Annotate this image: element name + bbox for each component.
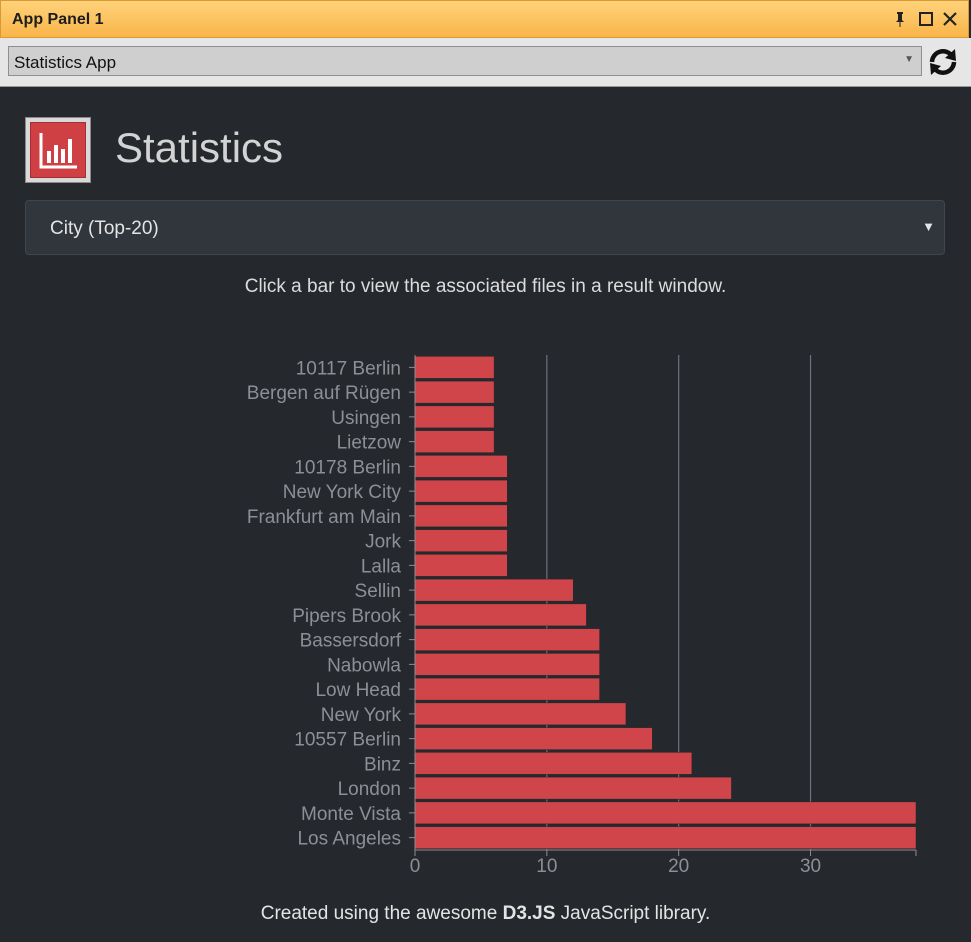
bar-8[interactable] <box>414 554 508 577</box>
bar-9[interactable] <box>414 578 574 602</box>
refresh-icon[interactable] <box>926 46 960 78</box>
close-icon[interactable] <box>941 10 959 28</box>
maximize-icon[interactable] <box>917 10 935 28</box>
y-tick-label-15: 10557 Berlin <box>294 730 401 751</box>
y-tick-label-12: Nabowla <box>327 655 401 676</box>
y-tick-label-7: Jork <box>365 532 401 553</box>
y-tick-label-10: Pipers Brook <box>292 606 401 627</box>
bar-13[interactable] <box>414 677 600 701</box>
bar-2[interactable] <box>414 405 495 429</box>
bar-0[interactable] <box>414 356 495 379</box>
bar-11[interactable] <box>414 628 600 651</box>
category-select-value: City (Top-20) <box>50 218 159 239</box>
pin-icon[interactable] <box>891 10 909 28</box>
bar-18[interactable] <box>414 801 917 825</box>
y-tick-label-18: Monte Vista <box>301 804 401 825</box>
y-tick-label-2: Usingen <box>331 408 401 429</box>
window-title: App Panel 1 <box>12 11 104 28</box>
bar-15[interactable] <box>414 727 653 750</box>
y-tick-label-19: Los Angeles <box>297 829 401 850</box>
footer-credit: Created using the awesome D3.JS JavaScri… <box>0 903 971 925</box>
chevron-down-icon: ▼ <box>904 54 914 65</box>
bar-14[interactable] <box>414 702 627 726</box>
y-tick-label-13: Low Head <box>315 680 401 701</box>
y-tick-label-11: Bassersdorf <box>300 631 402 652</box>
y-tick-label-14: New York <box>321 705 402 726</box>
bar-7[interactable] <box>414 529 508 552</box>
x-tick-label-0: 0 <box>410 856 421 877</box>
window-titlebar: App Panel 1 <box>0 0 969 38</box>
y-tick-label-17: London <box>338 779 401 800</box>
footer-suffix: JavaScript library. <box>555 903 711 924</box>
y-tick-label-5: New York City <box>283 482 402 503</box>
category-select[interactable]: City (Top-20) ▼ <box>25 200 945 255</box>
x-tick-label-2: 20 <box>668 856 689 877</box>
footer-prefix: Created using the awesome <box>260 903 503 924</box>
x-tick-label-3: 30 <box>800 856 821 877</box>
bar-3[interactable] <box>414 430 495 453</box>
bar-16[interactable] <box>414 752 693 775</box>
x-tick-label-1: 10 <box>536 856 557 877</box>
bar-4[interactable] <box>414 455 508 478</box>
y-tick-label-3: Lietzow <box>337 433 402 454</box>
bar-1[interactable] <box>414 380 495 404</box>
bar-17[interactable] <box>414 776 732 800</box>
y-tick-label-4: 10178 Berlin <box>294 457 401 478</box>
y-tick-label-8: Lalla <box>361 556 402 577</box>
bar-6[interactable] <box>414 504 508 528</box>
y-tick-label-9: Sellin <box>355 581 401 602</box>
y-tick-label-16: Binz <box>364 754 401 775</box>
bar-5[interactable] <box>414 479 508 503</box>
statistics-logo-icon <box>25 117 91 183</box>
app-select[interactable]: Statistics App ▼ <box>8 46 922 76</box>
page-title: Statistics <box>115 124 284 171</box>
toolbar: Statistics App ▼ <box>0 38 971 87</box>
chevron-down-icon: ▼ <box>922 219 935 234</box>
app-select-value: Statistics App <box>14 53 117 72</box>
footer-highlight: D3.JS <box>502 903 556 924</box>
y-tick-label-0: 10117 Berlin <box>296 358 401 379</box>
bar-12[interactable] <box>414 653 600 676</box>
y-tick-label-1: Bergen auf Rügen <box>247 383 401 404</box>
bar-10[interactable] <box>414 603 587 627</box>
y-tick-label-6: Frankfurt am Main <box>247 507 401 528</box>
hint-text: Click a bar to view the associated files… <box>244 276 727 297</box>
bar-19[interactable] <box>414 826 917 849</box>
